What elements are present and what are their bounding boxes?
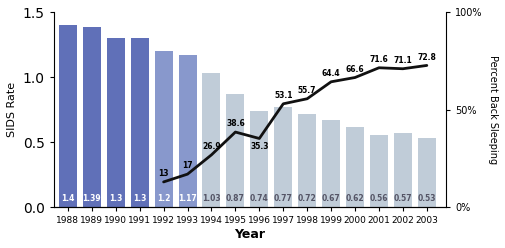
Bar — [346, 127, 364, 207]
Text: 1.3: 1.3 — [133, 194, 146, 203]
Text: 13: 13 — [159, 169, 169, 178]
Text: 0.87: 0.87 — [226, 194, 245, 203]
Text: 26.9: 26.9 — [202, 142, 221, 151]
Text: 38.6: 38.6 — [226, 119, 245, 128]
Text: 64.4: 64.4 — [322, 69, 340, 78]
Text: 1.39: 1.39 — [82, 194, 101, 203]
Text: 1.4: 1.4 — [61, 194, 75, 203]
Bar — [298, 114, 316, 207]
Text: 0.72: 0.72 — [298, 194, 317, 203]
Bar — [226, 94, 244, 207]
Bar — [179, 55, 196, 207]
Text: 1.2: 1.2 — [157, 194, 170, 203]
Text: 35.3: 35.3 — [250, 142, 269, 151]
Bar — [274, 107, 292, 207]
Bar — [203, 73, 221, 207]
Y-axis label: SIDS Rate: SIDS Rate — [7, 82, 17, 137]
Text: 0.67: 0.67 — [322, 194, 340, 203]
Text: 1.17: 1.17 — [178, 194, 197, 203]
Text: 1.3: 1.3 — [109, 194, 122, 203]
Text: 0.57: 0.57 — [393, 194, 412, 203]
Bar — [394, 133, 412, 207]
Bar — [131, 38, 148, 207]
Bar — [250, 111, 268, 207]
Bar — [155, 51, 173, 207]
Text: 17: 17 — [182, 161, 193, 170]
Bar — [59, 26, 77, 207]
Text: 0.74: 0.74 — [250, 194, 269, 203]
Text: 55.7: 55.7 — [298, 86, 317, 95]
Text: 71.1: 71.1 — [393, 56, 412, 65]
Bar — [83, 27, 101, 207]
Bar — [370, 134, 388, 207]
Bar — [418, 138, 436, 207]
Bar — [107, 38, 125, 207]
Text: 71.6: 71.6 — [370, 55, 388, 64]
Bar — [322, 120, 340, 207]
Text: 66.6: 66.6 — [346, 65, 364, 74]
Text: 0.77: 0.77 — [274, 194, 293, 203]
Text: 0.53: 0.53 — [418, 194, 436, 203]
Text: 0.62: 0.62 — [346, 194, 364, 203]
Y-axis label: Percent Back Sleeping: Percent Back Sleeping — [488, 55, 498, 164]
X-axis label: Year: Year — [234, 228, 265, 241]
Text: 0.56: 0.56 — [370, 194, 388, 203]
Text: 53.1: 53.1 — [274, 91, 292, 100]
Text: 72.8: 72.8 — [418, 53, 436, 62]
Text: 1.03: 1.03 — [202, 194, 221, 203]
